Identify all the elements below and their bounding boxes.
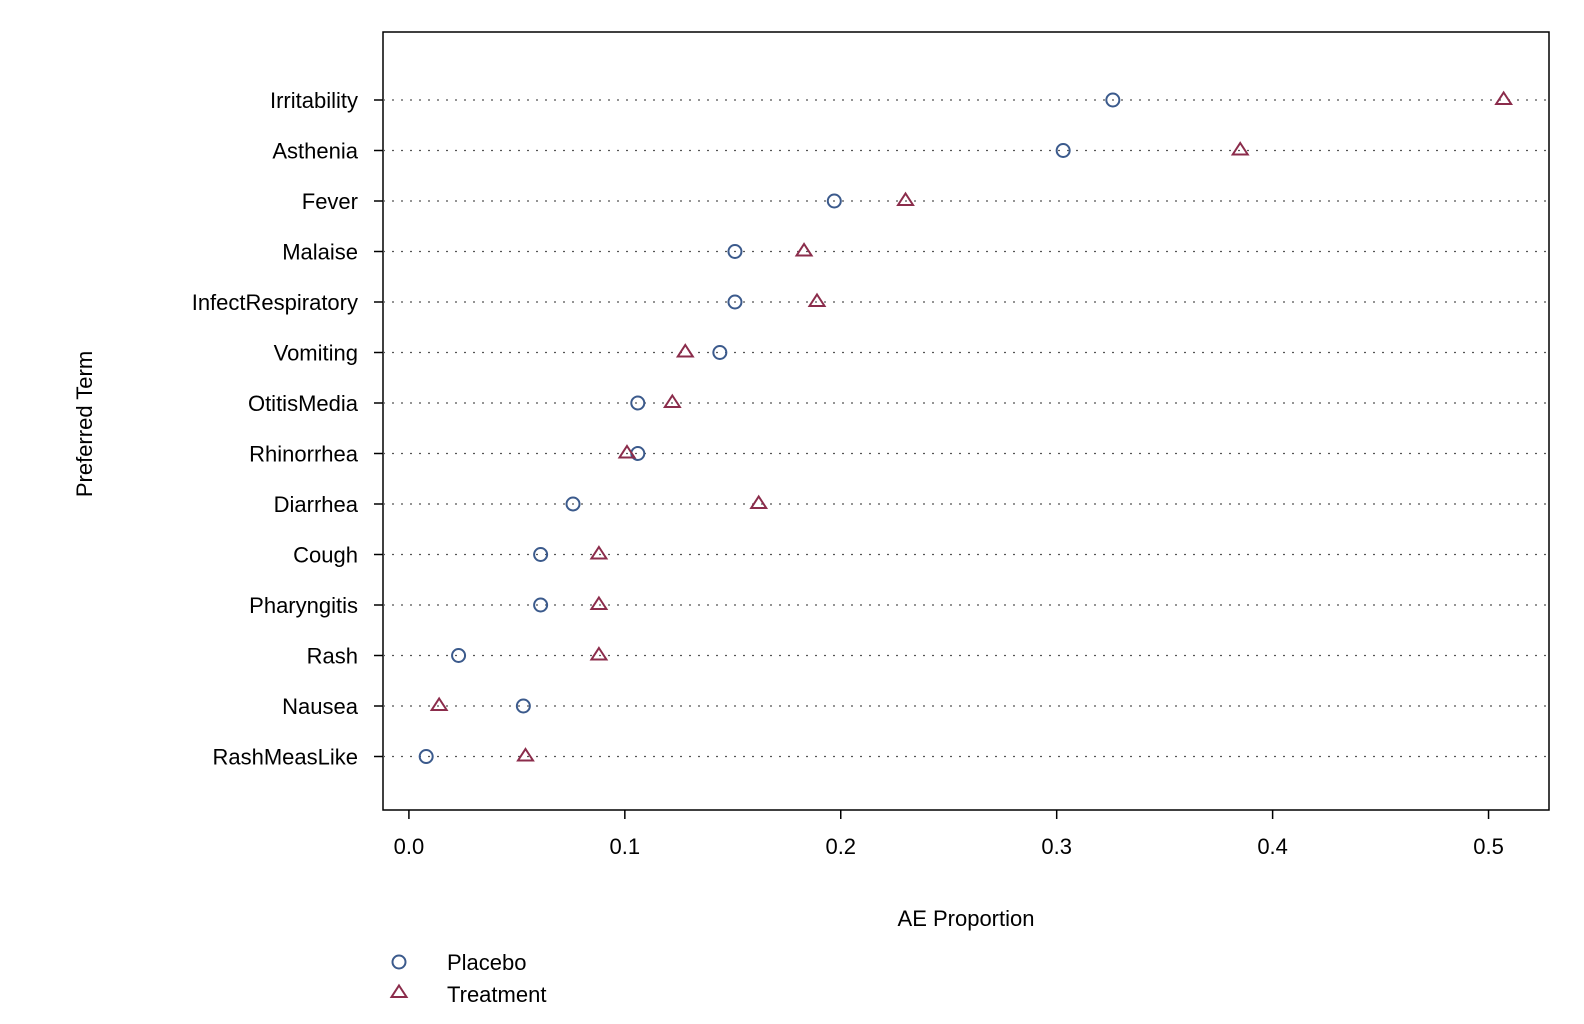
placebo-point bbox=[1105, 92, 1121, 108]
legend-treatment-label: Treatment bbox=[447, 982, 546, 1007]
treatment-point bbox=[896, 191, 915, 206]
x-tick-label: 0.0 bbox=[394, 834, 425, 859]
placebo-point bbox=[515, 698, 531, 714]
y-axis: Irritability Asthenia Fever Malaise InfectRe… bbox=[192, 88, 383, 770]
x-tick-label: 0.5 bbox=[1473, 834, 1504, 859]
placebo-point bbox=[630, 395, 646, 411]
x-axis-title: AE Proportion bbox=[898, 906, 1035, 931]
x-tick-label: 0.1 bbox=[610, 834, 641, 859]
legend-placebo-marker bbox=[391, 954, 407, 970]
treatment-point bbox=[807, 292, 827, 307]
legend-placebo-label: Placebo bbox=[447, 950, 527, 975]
treatment-point bbox=[589, 545, 609, 560]
treatment-point bbox=[516, 747, 535, 762]
y-tick-label: Pharyngitis bbox=[249, 593, 358, 618]
placebo-point bbox=[1055, 143, 1071, 158]
x-tick-label: 0.3 bbox=[1041, 834, 1072, 859]
treatment-point bbox=[429, 696, 449, 711]
data-markers bbox=[418, 90, 1514, 764]
legend: Placebo Treatment bbox=[389, 950, 546, 1007]
y-tick-label: Vomiting bbox=[274, 341, 358, 366]
treatment-point bbox=[675, 343, 695, 358]
grid-lines bbox=[383, 99, 1549, 758]
y-tick-label: Fever bbox=[302, 189, 358, 214]
y-tick-label: Irritability bbox=[270, 88, 358, 113]
y-axis-title: Preferred Term bbox=[72, 351, 97, 497]
placebo-point bbox=[826, 193, 842, 209]
treatment-point bbox=[589, 595, 609, 610]
y-tick-label: Asthenia bbox=[272, 139, 358, 164]
y-tick-label: Malaise bbox=[282, 240, 358, 265]
placebo-point bbox=[727, 244, 743, 259]
placebo-point bbox=[565, 496, 581, 512]
placebo-point bbox=[712, 345, 728, 360]
y-tick-label: Diarrhea bbox=[274, 492, 359, 517]
y-tick-label: InfectRespiratory bbox=[192, 290, 358, 315]
placebo-point bbox=[533, 597, 549, 613]
treatment-point bbox=[589, 646, 609, 661]
x-axis: 0.0 0.1 0.2 0.3 0.4 0.5 bbox=[394, 810, 1504, 859]
treatment-point bbox=[662, 393, 682, 408]
y-tick-label: Rash bbox=[307, 644, 358, 669]
y-tick-label: Nausea bbox=[282, 694, 359, 719]
x-tick-label: 0.4 bbox=[1257, 834, 1288, 859]
x-tick-label: 0.2 bbox=[825, 834, 856, 859]
legend-treatment-marker bbox=[389, 983, 409, 998]
treatment-point bbox=[794, 242, 814, 257]
placebo-point bbox=[418, 749, 434, 764]
y-tick-label: Rhinorrhea bbox=[249, 442, 359, 467]
y-tick-label: RashMeasLike bbox=[212, 745, 358, 770]
treatment-point bbox=[617, 444, 637, 459]
placebo-point bbox=[533, 547, 549, 562]
placebo-point bbox=[451, 648, 467, 663]
plot-frame bbox=[382, 31, 1550, 811]
treatment-point bbox=[1494, 90, 1514, 105]
treatment-point bbox=[749, 494, 769, 509]
y-tick-label: OtitisMedia bbox=[248, 391, 359, 416]
y-tick-label: Cough bbox=[293, 543, 358, 568]
treatment-point bbox=[1230, 141, 1250, 156]
placebo-point bbox=[727, 294, 743, 310]
